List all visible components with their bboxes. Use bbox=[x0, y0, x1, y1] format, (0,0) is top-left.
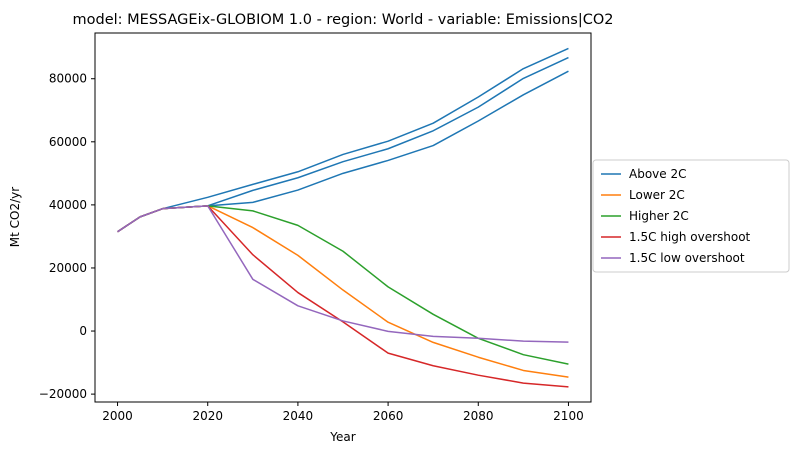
x-tick-label: 2060 bbox=[373, 409, 404, 423]
legend-label: Lower 2C bbox=[629, 188, 685, 202]
legend-label: Above 2C bbox=[629, 167, 686, 181]
y-tick-label: 80000 bbox=[49, 72, 87, 86]
plot-frame bbox=[94, 32, 592, 403]
y-tick-label: −20000 bbox=[39, 387, 87, 401]
y-tick-label: 60000 bbox=[49, 135, 87, 149]
y-axis: −20000 0 20000 40000 60000 80000 bbox=[39, 72, 95, 401]
y-tick-label: 20000 bbox=[49, 261, 87, 275]
legend-label: Higher 2C bbox=[629, 209, 689, 223]
legend: Above 2C Lower 2C Higher 2C 1.5C high overs… bbox=[592, 159, 790, 273]
x-tick-label: 2040 bbox=[283, 409, 314, 423]
legend-label: 1.5C high overshoot bbox=[629, 230, 751, 244]
y-tick-label: 0 bbox=[79, 324, 87, 338]
series-line-7 bbox=[117, 205, 569, 343]
x-tick-label: 2100 bbox=[553, 409, 584, 423]
y-tick-label: 40000 bbox=[49, 198, 87, 212]
x-tick-label: 2020 bbox=[192, 409, 223, 423]
legend-label: 1.5C low overshoot bbox=[629, 251, 745, 265]
x-axis-title: Year bbox=[329, 430, 355, 444]
series-line-6 bbox=[117, 205, 569, 388]
x-tick-label: 2080 bbox=[463, 409, 494, 423]
x-axis: 2000 2020 2040 2060 2080 2100 bbox=[102, 402, 584, 423]
series-layer bbox=[117, 47, 569, 388]
chart-title: model: MESSAGEix-GLOBIOM 1.0 - region: W… bbox=[73, 12, 614, 28]
y-axis-title: Mt CO2/yr bbox=[8, 187, 22, 247]
legend-frame bbox=[592, 159, 790, 273]
series-line-1 bbox=[117, 47, 569, 233]
x-tick-label: 2000 bbox=[102, 409, 133, 423]
series-line-4 bbox=[117, 205, 569, 378]
